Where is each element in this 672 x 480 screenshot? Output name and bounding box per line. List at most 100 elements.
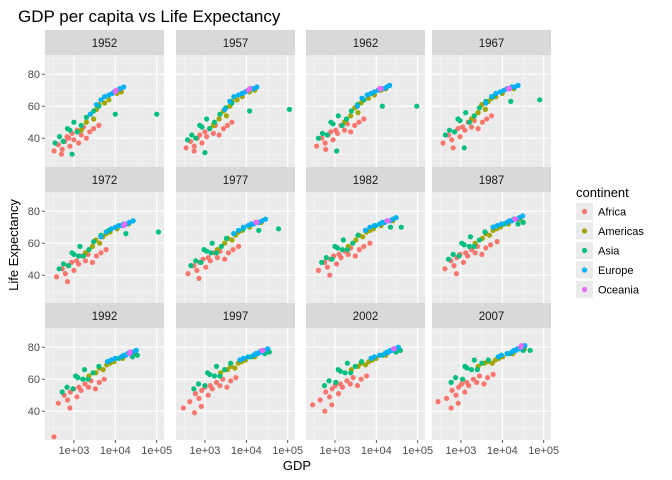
data-point-asia [326,378,332,384]
data-point-africa [440,140,446,146]
data-point-asia [71,251,77,257]
data-point-oceania [385,218,391,224]
data-point-asia [90,370,96,376]
data-point-europe [371,354,378,360]
data-point-africa [82,381,88,387]
facet-strip [306,30,425,55]
data-point-europe [520,213,526,219]
data-point-asia [195,381,202,387]
data-point-africa [455,126,461,132]
facet-panel-2007: 2007 1e+03 1e+04 1e+05 [432,303,559,457]
data-point-asia [476,105,483,111]
data-point-africa [225,250,232,256]
data-point-americas [91,116,97,122]
data-point-asia [471,113,477,119]
data-point-asia [414,103,420,109]
data-point-asia [344,360,350,366]
data-point-africa [363,373,370,379]
data-point-africa [222,256,228,262]
data-point-asia [112,111,118,117]
facet-panel-1957: 1957 [176,30,295,167]
data-point-africa [479,119,485,125]
data-point-asia [319,130,326,136]
data-point-asia [334,245,341,251]
data-point-asia [207,371,213,377]
data-point-asia [198,259,204,265]
data-point-americas [489,360,495,366]
y-tick-label: 60 [28,374,40,386]
data-point-asia [193,258,199,264]
facet-strip-label: 1992 [92,311,118,323]
data-point-oceania [391,346,397,352]
facet-panel-1977: 1977 [176,167,295,304]
facet-strip-label: 2007 [479,311,505,323]
data-point-africa [85,384,92,390]
data-point-africa [327,272,333,278]
x-tick-label: 1e+05 [528,445,559,457]
data-point-asia [60,261,67,267]
data-point-asia [387,224,394,230]
data-point-asia [223,235,229,241]
data-point-americas [232,365,238,371]
data-point-africa [494,239,500,245]
data-point-asia [123,231,129,237]
data-point-asia [256,227,262,233]
data-point-europe [133,347,139,353]
x-tick-label: 1e+03 [58,445,89,457]
data-point-europe [493,90,499,96]
panel-background [176,328,295,440]
data-point-africa [196,395,202,401]
data-point-africa [310,402,316,408]
legend-label: Africa [598,207,627,219]
data-point-africa [335,391,342,397]
data-point-africa [92,386,98,392]
legend-title: continent [576,185,629,200]
data-point-asia [460,376,466,382]
data-point-africa [465,253,471,259]
data-point-oceania [254,219,260,225]
data-point-asia [199,124,205,130]
data-point-asia [515,221,521,227]
data-point-americas [78,127,84,133]
data-point-africa [453,271,460,277]
data-point-asia [193,135,199,141]
data-point-europe [108,357,114,363]
y-tick-label: 40 [28,270,40,282]
data-point-africa [483,245,489,251]
legend-key-oceania [581,286,588,293]
data-point-asia [324,132,330,138]
data-point-africa [216,132,222,138]
data-point-americas [234,97,240,103]
facet-strip-label: 1972 [92,175,118,187]
data-point-africa [334,261,340,267]
x-tick-label: 1e+04 [231,445,262,457]
data-point-africa [443,395,450,401]
data-point-asia [60,138,66,144]
data-point-africa [449,137,455,143]
data-point-asia [184,137,191,143]
legend-label: Oceania [598,285,640,297]
data-point-africa [204,134,210,140]
data-point-europe [231,231,237,237]
data-point-africa [209,386,215,392]
facet-panel-1982: 1982 [306,167,425,304]
data-point-africa [322,408,328,414]
data-point-africa [64,279,71,285]
data-point-europe [245,354,251,360]
data-point-africa [199,140,205,146]
data-point-europe [235,227,242,233]
data-point-americas [97,240,103,246]
legend-label: Europe [598,265,633,277]
data-point-asia [330,121,336,127]
data-point-americas [362,362,369,368]
data-point-africa [74,394,80,400]
data-point-asia [71,119,77,125]
y-tick-label: 80 [28,206,40,218]
data-point-oceania [127,349,133,355]
data-point-africa [324,264,331,270]
data-point-africa [101,376,107,382]
data-point-africa [66,135,72,141]
data-point-asia [352,363,358,369]
data-point-asia [485,357,491,363]
facet-panel-1992: 1992 40 60 80 1e+03 1e+04 1e+05 [28,303,172,457]
